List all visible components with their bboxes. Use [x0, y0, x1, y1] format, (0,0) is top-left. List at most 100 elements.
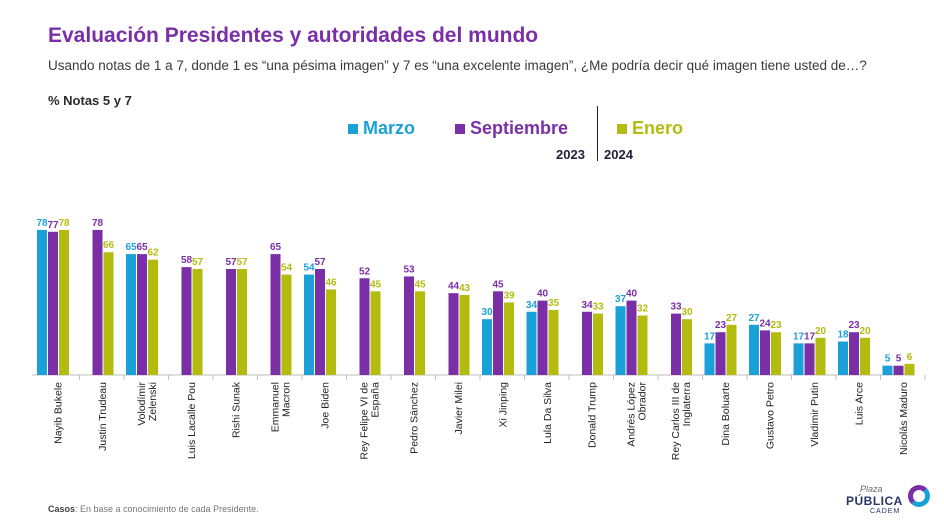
legend-item-septiembre: Septiembre	[455, 118, 568, 139]
bar-septiembre	[181, 267, 192, 375]
data-label: 23	[715, 320, 727, 331]
x-tick-label: Volodímir	[136, 382, 148, 426]
bar-septiembre	[92, 229, 103, 375]
bar-septiembre	[270, 254, 281, 375]
x-tick-label: Macron	[280, 382, 292, 417]
chart-title: Evaluación Presidentes y autoridades del…	[48, 24, 539, 47]
footer-text: : En base a conocimiento de cada Preside…	[75, 504, 259, 514]
data-label: 54	[281, 263, 293, 274]
data-label: 52	[359, 266, 371, 277]
data-label: 40	[537, 289, 549, 300]
x-tick-label: Rishi Sunak	[230, 381, 242, 438]
x-tick-label: Obrador	[636, 382, 648, 421]
x-tick-label: Justin Trudeau	[97, 382, 109, 451]
bar-enero	[326, 289, 336, 375]
x-tick-label: Rey Felipe VI de	[358, 382, 370, 460]
bar-enero	[459, 295, 470, 375]
bar-enero	[815, 337, 826, 375]
data-label: 37	[615, 294, 627, 305]
data-label: 78	[36, 218, 48, 229]
x-tick-label: Zelenski	[147, 382, 159, 421]
bar-enero	[904, 363, 915, 375]
data-label: 62	[147, 248, 159, 259]
bar-enero	[771, 332, 781, 375]
bar-septiembre	[226, 268, 236, 375]
bar-enero	[860, 337, 870, 375]
data-label: 65	[125, 242, 137, 253]
bar-marzo	[304, 274, 314, 375]
footer-label: Casos	[48, 504, 76, 514]
chart-subtitle: % Notas 5 y 7	[48, 93, 132, 108]
x-tick-label: Javier Milei	[453, 382, 465, 435]
data-label: 65	[136, 242, 148, 253]
x-tick-label: Inglaterra	[681, 382, 693, 427]
x-tick-label: Luis Lacalle Pou	[186, 382, 198, 459]
data-label: 53	[403, 264, 415, 275]
bar-septiembre	[404, 276, 414, 375]
data-label: 27	[726, 313, 738, 324]
x-tick-label: Joe Biden	[319, 382, 331, 429]
data-label: 45	[370, 279, 382, 290]
x-tick-label: Nayib Bukele	[52, 382, 64, 444]
bar-marzo	[882, 365, 893, 375]
data-label: 34	[581, 300, 593, 311]
data-label: 57	[236, 257, 248, 268]
bar-septiembre	[760, 330, 770, 375]
data-label: 66	[103, 240, 115, 251]
bar-septiembre	[448, 293, 459, 375]
bar-septiembre	[671, 313, 681, 375]
bar-marzo	[749, 324, 759, 375]
data-label: 20	[815, 326, 827, 337]
bar-septiembre	[48, 231, 58, 375]
data-label: 39	[503, 290, 515, 301]
data-label: 23	[848, 320, 860, 331]
bar-septiembre	[715, 332, 726, 375]
data-label: 45	[414, 279, 426, 290]
data-label: 58	[181, 255, 193, 266]
bar-septiembre	[582, 311, 592, 375]
bar-septiembre	[849, 332, 859, 375]
data-label: 17	[704, 331, 716, 342]
data-label: 17	[793, 331, 805, 342]
data-label: 32	[637, 303, 649, 314]
legend-swatch-marzo	[348, 123, 358, 134]
legend-year-2024: 2024	[604, 147, 633, 162]
x-tick-label: Andrés López	[625, 382, 637, 447]
legend-label-enero: Enero	[632, 118, 684, 138]
bar-enero	[148, 259, 158, 375]
bar-septiembre	[537, 300, 548, 375]
data-label: 78	[92, 218, 104, 229]
data-label: 57	[314, 257, 326, 268]
bar-septiembre	[137, 254, 147, 375]
data-label: 44	[448, 281, 460, 292]
x-tick-label: Gustavo Petro	[764, 382, 776, 449]
x-tick-label: Nicolás Maduro	[898, 382, 910, 455]
data-label: 18	[837, 330, 849, 341]
x-tick-label: Emmanuel	[269, 382, 281, 432]
x-tick-label: España	[369, 382, 381, 418]
bar-septiembre	[626, 300, 637, 375]
bar-enero	[192, 268, 203, 375]
bar-septiembre	[893, 365, 904, 375]
bar-enero	[103, 252, 114, 375]
bar-marzo	[37, 229, 47, 375]
data-label: 57	[225, 257, 237, 268]
data-label: 20	[859, 326, 871, 337]
legend-item-enero: Enero	[617, 118, 683, 139]
data-label: 35	[548, 298, 560, 309]
bar-enero	[237, 268, 247, 375]
bar-marzo	[482, 319, 492, 375]
logo-line2: PÚBLICA	[846, 494, 903, 508]
data-label: 54	[303, 263, 315, 274]
x-tick-label: Luis Arce	[853, 382, 865, 425]
bar-marzo	[838, 341, 848, 375]
bar-enero	[504, 302, 514, 375]
footer-note: Casos: En base a conocimiento de cada Pr…	[48, 504, 259, 514]
survey-question: Usando notas de 1 a 7, donde 1 es “una p…	[48, 58, 867, 73]
data-label: 33	[670, 302, 682, 313]
data-label: 65	[270, 242, 282, 253]
data-label: 24	[759, 318, 771, 329]
data-label: 5	[885, 354, 891, 365]
data-label: 40	[626, 289, 638, 300]
